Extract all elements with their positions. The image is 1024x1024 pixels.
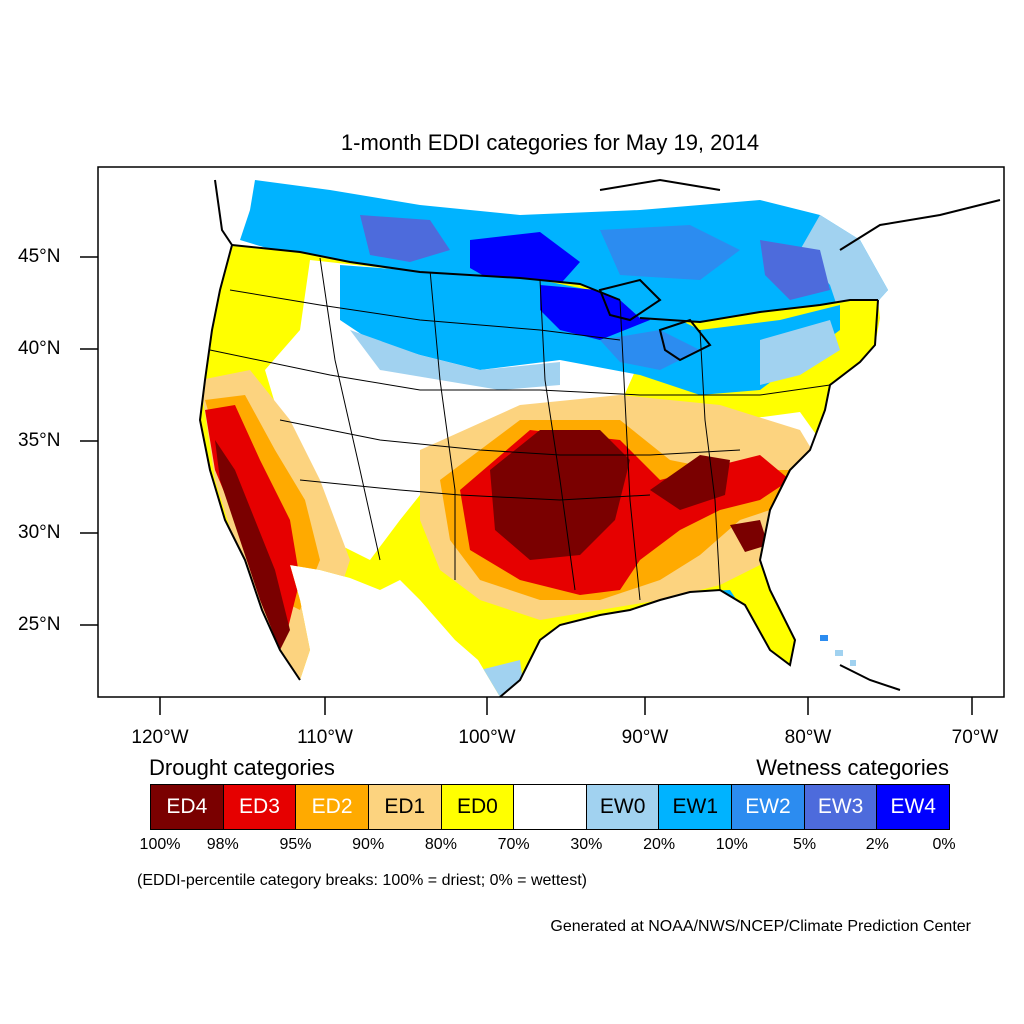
- legend-box-ed0: ED0: [441, 785, 515, 829]
- lon-tick-80w: 80°W: [784, 727, 832, 748]
- category-legend: ED4 ED3 ED2 ED1 ED0 EW0 EW1 EW2 EW3 EW4: [150, 784, 950, 830]
- canada-ew4-patch: [470, 232, 580, 290]
- florida-wet-patches: [820, 635, 856, 666]
- georgia-ed4: [730, 520, 768, 552]
- tennessee-ed4: [650, 455, 730, 510]
- northern-plains-ew0: [350, 330, 560, 390]
- breaks-note: (EDDI-percentile category breaks: 100% =…: [137, 872, 587, 889]
- credit-line: Generated at NOAA/NWS/NCEP/Climate Predi…: [550, 918, 971, 935]
- legend-box-ew4: EW4: [877, 785, 950, 829]
- lat-tick-45n: 45°N: [18, 246, 61, 267]
- canada-ew2-patch: [600, 225, 740, 280]
- lat-tick-30n: 30°N: [18, 522, 61, 543]
- wetness-heading: Wetness categories: [756, 755, 949, 780]
- legend-box-ew3: EW3: [804, 785, 878, 829]
- baja-ed4: [215, 440, 290, 650]
- southern-plains-ed4: [490, 430, 630, 560]
- axis-ticks: [80, 256, 973, 715]
- legend-box-ew0: EW0: [586, 785, 660, 829]
- canada-ew3-patch: [360, 215, 450, 262]
- lat-tick-35n: 35°N: [18, 430, 61, 451]
- map-title: 1-month EDDI categories for May 19, 2014: [340, 130, 760, 155]
- legend-box-ed1: ED1: [368, 785, 442, 829]
- break-label: 95%: [279, 836, 312, 853]
- break-label: 90%: [352, 836, 385, 853]
- break-label: 20%: [643, 836, 676, 853]
- legend-box-ew2: EW2: [732, 785, 805, 829]
- lon-tick-120w: 120°W: [131, 727, 189, 748]
- legend-box-ed3: ED3: [223, 785, 297, 829]
- lon-tick-90w: 90°W: [621, 727, 669, 748]
- break-label: 0%: [932, 836, 956, 853]
- break-label: 5%: [792, 836, 817, 853]
- lat-tick-40n: 40°N: [18, 338, 61, 359]
- lon-tick-70w: 70°W: [951, 727, 999, 748]
- new-england-ew0: [760, 320, 840, 385]
- break-label: 10%: [715, 836, 748, 853]
- canada-ew0-fringe: [800, 215, 888, 315]
- break-label: 80%: [424, 836, 457, 853]
- legend-box-normal: [514, 785, 587, 829]
- legend-box-ed4: ED4: [151, 785, 224, 829]
- break-label: 98%: [206, 836, 239, 853]
- drought-heading: Drought categories: [149, 755, 335, 780]
- break-label: 70%: [497, 836, 530, 853]
- break-label: 2%: [865, 836, 889, 853]
- lon-tick-110w: 110°W: [297, 727, 353, 748]
- lon-tick-100w: 100°W: [458, 727, 516, 748]
- break-label: 100%: [139, 836, 181, 853]
- lat-tick-25n: 25°N: [18, 614, 61, 635]
- state-boundaries: [209, 257, 831, 601]
- canada-ew3-patch-2: [760, 240, 830, 300]
- break-label: 30%: [570, 836, 603, 853]
- coastlines: [198, 178, 1001, 697]
- map-frame: [97, 166, 1005, 698]
- great-lakes-ew2: [600, 330, 700, 370]
- legend-box-ew1: EW1: [659, 785, 733, 829]
- legend-box-ed2: ED2: [296, 785, 369, 829]
